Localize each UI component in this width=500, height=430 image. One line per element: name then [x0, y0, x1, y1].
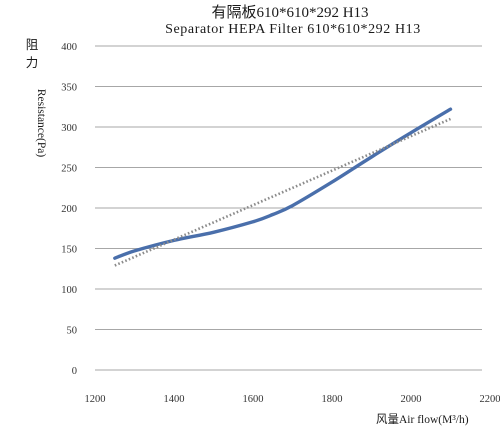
chart-title: 有隔板610*610*292 H13 — [211, 3, 368, 21]
x-axis-label: 风量Air flow(M³/h) — [376, 413, 469, 426]
y-tick-label: 350 — [61, 83, 77, 94]
y-tick-label: 300 — [61, 123, 77, 134]
y-axis-label-cn-1: 阻 — [26, 38, 39, 52]
y-tick-label: 400 — [61, 42, 77, 53]
x-tick-label: 1800 — [322, 394, 343, 405]
y-tick-label: 250 — [61, 164, 77, 175]
y-tick-label: 100 — [61, 285, 77, 296]
series-line-measured — [113, 107, 453, 260]
y-tick-label: 200 — [61, 204, 77, 215]
y-tick-label: 50 — [67, 326, 78, 337]
y-axis-label-cn-2: 力 — [26, 56, 39, 70]
x-tick-label: 2000 — [401, 394, 422, 405]
x-tick-label: 1200 — [85, 394, 106, 405]
y-axis-label: Resistance(Pa) — [35, 89, 47, 158]
x-tick-label: 1600 — [243, 394, 264, 405]
chart-subtitle: Separator HEPA Filter 610*610*292 H13 — [165, 22, 421, 37]
x-tick-label: 1400 — [164, 394, 185, 405]
tick-labels: 0 50 100 150 200 250 300 350 400 1200 1400 1600 1800… — [61, 42, 500, 405]
x-tick-label: 2200 — [480, 394, 500, 405]
series-lines — [113, 107, 453, 267]
y-tick-label: 150 — [61, 245, 77, 256]
trendline — [114, 117, 452, 267]
y-tick-label: 0 — [72, 366, 77, 377]
